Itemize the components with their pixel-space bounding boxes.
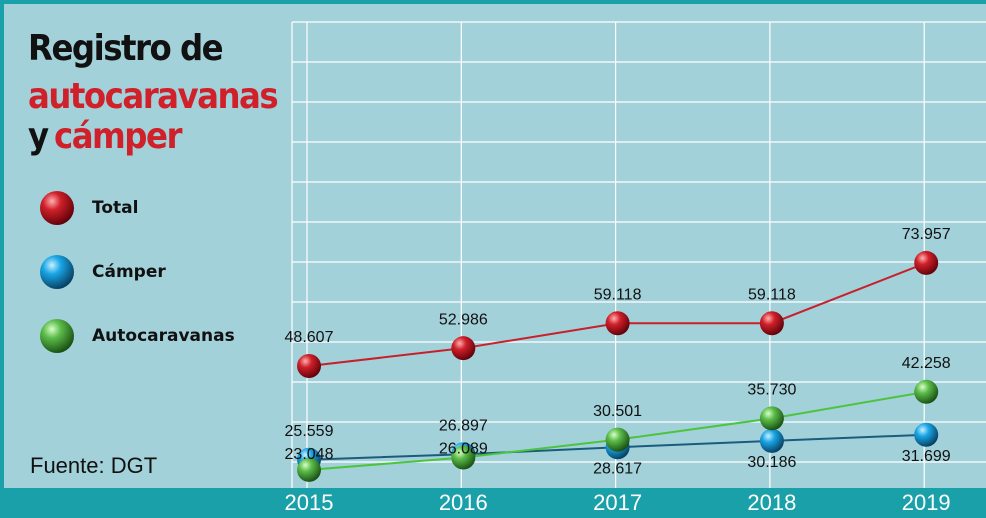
data-point [451, 336, 476, 361]
data-label: 28.617 [593, 460, 642, 477]
data-label: 25.559 [285, 423, 334, 440]
data-label: 52.986 [439, 311, 488, 328]
data-point [914, 422, 939, 447]
data-label: 31.699 [902, 448, 951, 465]
data-point [451, 445, 476, 470]
data-label: 30.501 [593, 403, 642, 420]
data-label: 42.258 [902, 355, 951, 372]
data-point [759, 428, 784, 453]
legend-marker [40, 319, 74, 353]
data-point [759, 311, 784, 336]
legend-marker [40, 255, 74, 289]
legend-label: Total [92, 198, 138, 218]
background [4, 4, 986, 488]
x-tick-label: 2019 [902, 490, 951, 515]
x-tick-label: 2018 [747, 490, 796, 515]
data-label: 30.186 [747, 454, 796, 471]
x-tick-label: 2016 [439, 490, 488, 515]
data-label: 23.048 [285, 446, 334, 463]
data-point [759, 406, 784, 431]
title-line: autocaravanas [28, 76, 277, 117]
data-point [914, 379, 939, 404]
data-point [605, 427, 630, 452]
data-label: 73.957 [902, 226, 951, 243]
data-point [914, 250, 939, 275]
data-label: 35.730 [747, 382, 796, 399]
data-label: 48.607 [285, 329, 334, 346]
x-tick-label: 2015 [285, 490, 334, 515]
title-line: y [28, 116, 49, 157]
data-point [297, 353, 321, 378]
data-point [605, 311, 630, 336]
data-label: 26.089 [439, 440, 488, 457]
legend-marker [40, 191, 74, 225]
data-label: 59.118 [748, 286, 796, 303]
x-tick-label: 2017 [593, 490, 642, 515]
data-point [297, 457, 321, 482]
data-label: 59.118 [594, 286, 642, 303]
data-label: 26.897 [439, 417, 488, 434]
title-line: cámper [54, 116, 182, 157]
title-line: Registro de [28, 28, 223, 69]
legend-label: Autocaravanas [92, 326, 235, 346]
legend-label: Cámper [92, 262, 166, 282]
source: Fuente: DGT [30, 453, 157, 478]
